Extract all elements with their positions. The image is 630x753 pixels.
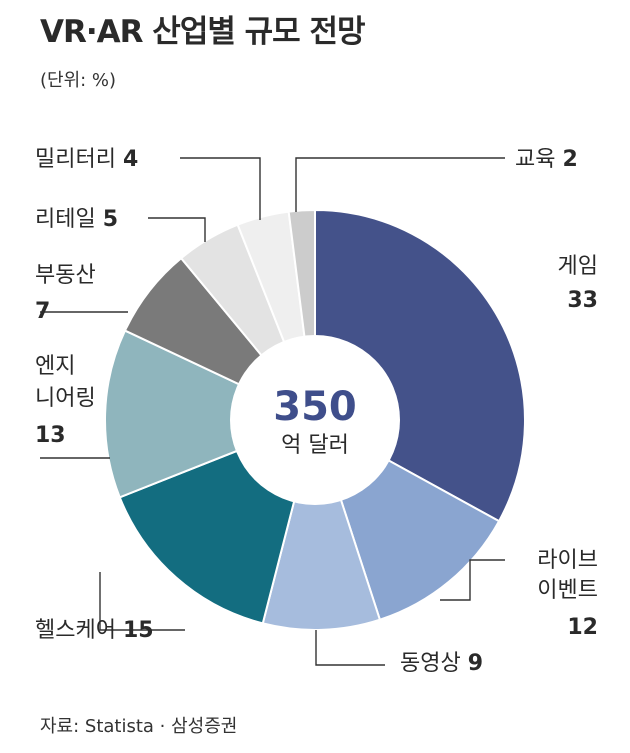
slice-label: 부동산 — [35, 263, 96, 288]
leader-line — [440, 559, 505, 601]
leader-line — [148, 217, 206, 242]
leader-line — [99, 572, 185, 631]
slice-label: 동영상 9 — [400, 651, 483, 676]
slice-label: 교육 2 — [515, 147, 578, 172]
slice-label: 라이브 — [537, 548, 598, 573]
slice-label: 게임 — [558, 254, 598, 279]
leader-line — [295, 157, 505, 212]
leader-line — [315, 630, 385, 666]
slice-value: 33 — [567, 288, 598, 313]
slice-label: 이벤트 — [537, 578, 598, 603]
slice-label: 엔지 — [35, 354, 75, 379]
slice-label: 리테일 5 — [35, 207, 118, 232]
center-total-value: 350 — [273, 384, 357, 430]
unit-label: (단위: %) — [40, 70, 117, 91]
pie-slice — [104, 329, 318, 499]
slice-label: 밀리터리 4 — [35, 147, 138, 172]
leader-line — [180, 157, 261, 220]
slice-label: 헬스케어 15 — [35, 618, 154, 643]
center-hole — [230, 335, 400, 505]
source-note: 자료: Statista · 삼성증권 — [40, 716, 238, 737]
center-total-unit: 억 달러 — [281, 433, 349, 458]
slice-value: 7 — [35, 299, 50, 324]
slice-label: 니어링 — [35, 386, 96, 411]
slice-value: 12 — [567, 615, 598, 640]
pie-slice — [261, 416, 382, 631]
chart-title: VR·AR 산업별 규모 전망 — [40, 14, 366, 50]
slice-value: 13 — [35, 423, 66, 448]
